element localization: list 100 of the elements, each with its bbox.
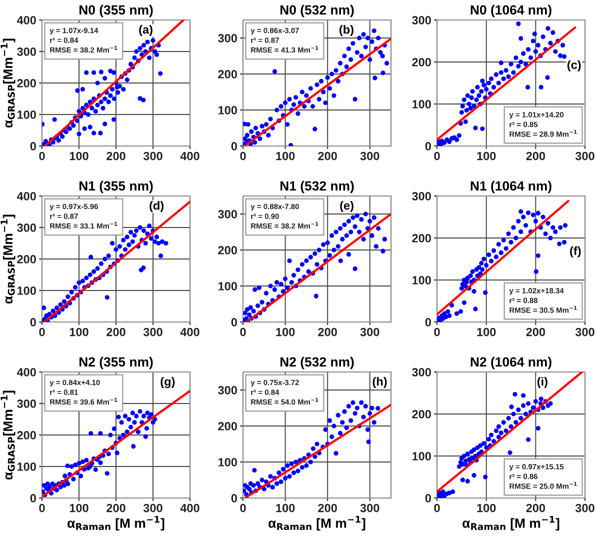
x-tick-label: 400 [180, 328, 200, 336]
x-tick-label: 300 [360, 152, 380, 160]
x-tick-label: 200 [106, 152, 126, 160]
x-tick-label: 100 [477, 152, 496, 160]
y-tick-label: 100 [412, 452, 431, 460]
chart-title: N2 (355 nm) [79, 356, 153, 370]
chart-title: N0 (1064 nm) [470, 4, 552, 18]
x-tick-label: 300 [143, 328, 162, 336]
x-tick-label: 0 [240, 328, 246, 336]
x-tick-label: 300 [143, 152, 162, 160]
x-tick-label: 100 [477, 504, 496, 512]
y-tick-label: 300 [218, 34, 237, 42]
x-tick-label: 200 [526, 504, 546, 512]
x-tick-label: 200 [526, 152, 546, 160]
x-axis-title: α$_{Raman}$ [M m$^{−1}$] [462, 516, 560, 530]
annotation: (h) [372, 377, 387, 388]
y-tick-label: 100 [17, 462, 36, 471]
chart-title: N1 (1064 nm) [470, 180, 552, 194]
y-tick-label: 100 [412, 100, 431, 108]
x-tick-label: 0 [39, 328, 45, 336]
x-tick-label: 300 [575, 152, 594, 160]
x-axis-title: α$_{Raman}$ [M m$^{−1}$] [68, 516, 164, 530]
y-tick-label: 100 [218, 282, 237, 290]
y-tick-label: 0 [231, 494, 237, 502]
y-tick-label: 100 [218, 458, 237, 466]
x-tick-label: 100 [276, 504, 295, 512]
chart-title: N0 (532 nm) [280, 4, 354, 18]
annotation: (d) [150, 201, 164, 212]
x-tick-label: 400 [180, 504, 200, 512]
y-tick-label: 300 [17, 224, 36, 232]
y-tick-label: 100 [17, 110, 36, 119]
y-tick-label: 0 [30, 494, 36, 502]
y-tick-label: 0 [30, 318, 36, 326]
x-tick-label: 100 [70, 504, 88, 512]
y-axis-title: α$_{GRASP}$[Mm$^{−1}$] [0, 214, 16, 304]
chart-title: N2 (532 nm) [280, 356, 354, 370]
x-tick-label: 0 [39, 504, 45, 512]
y-tick-label: 200 [17, 255, 36, 264]
y-tick-label: 0 [425, 494, 431, 502]
x-tick-label: 200 [526, 328, 546, 336]
x-tick-label: 0 [240, 152, 246, 160]
y-tick-label: 300 [412, 368, 431, 376]
y-tick-label: 200 [218, 70, 237, 78]
x-tick-label: 0 [434, 504, 440, 512]
y-tick-label: 100 [218, 106, 237, 114]
annotation: (f) [570, 246, 581, 258]
x-tick-label: 300 [143, 504, 162, 512]
annotation: (a) [139, 25, 152, 36]
x-tick-label: 200 [318, 152, 337, 160]
y-tick-label: 300 [218, 386, 237, 394]
y-tick-label: 300 [412, 192, 431, 200]
y-tick-label: 0 [425, 142, 431, 150]
y-tick-label: 200 [412, 410, 431, 418]
chart-title: N1 (532 nm) [280, 180, 354, 194]
x-tick-label: 100 [276, 328, 295, 336]
annotation: (b) [340, 25, 354, 36]
y-tick-label: 0 [30, 142, 36, 150]
y-tick-label: 100 [17, 286, 36, 295]
x-tick-label: 200 [106, 328, 126, 336]
y-tick-label: 400 [16, 16, 36, 24]
annotation: (g) [160, 377, 175, 388]
annotation: (c) [567, 60, 581, 72]
x-tick-label: 0 [39, 152, 45, 160]
x-tick-label: 0 [434, 152, 440, 160]
x-tick-label: 200 [106, 504, 126, 512]
y-tick-label: 0 [231, 318, 237, 326]
y-tick-label: 200 [17, 431, 36, 440]
chart-title: N1 (355 nm) [79, 180, 153, 194]
y-tick-label: 0 [425, 318, 431, 326]
x-tick-label: 300 [360, 504, 380, 512]
x-tick-label: 300 [360, 328, 380, 336]
x-tick-label: 200 [318, 504, 337, 512]
y-tick-label: 200 [17, 79, 36, 88]
y-tick-label: 200 [218, 422, 237, 430]
x-tick-label: 100 [477, 328, 496, 336]
y-tick-label: 200 [412, 234, 431, 242]
y-tick-label: 200 [412, 58, 431, 66]
y-tick-label: 200 [218, 246, 237, 254]
y-tick-label: 0 [231, 142, 237, 150]
chart-title: N0 (355 nm) [79, 4, 153, 18]
x-tick-label: 0 [434, 328, 440, 336]
y-axis-title: α$_{GRASP}$[Mm$^{−1}$] [0, 38, 16, 128]
x-tick-label: 300 [575, 504, 594, 512]
y-tick-label: 400 [16, 368, 36, 376]
x-tick-label: 0 [240, 504, 246, 512]
y-tick-label: 400 [16, 192, 36, 200]
y-tick-label: 100 [412, 276, 431, 284]
chart-title: N2 (1064 nm) [470, 356, 552, 370]
x-tick-label: 100 [70, 328, 88, 336]
x-tick-label: 200 [318, 328, 337, 336]
x-axis-title: α$_{Raman}$ [M m$^{−1}$] [268, 516, 366, 530]
y-tick-label: 300 [412, 16, 431, 24]
x-tick-label: 300 [575, 328, 594, 336]
y-tick-label: 300 [218, 210, 237, 218]
x-tick-label: 400 [180, 152, 200, 160]
x-tick-label: 100 [70, 152, 88, 160]
y-tick-label: 300 [17, 400, 36, 408]
y-axis-title: α$_{GRASP}$[Mm$^{−1}$] [0, 390, 16, 480]
annotation: (e) [340, 201, 354, 212]
x-tick-label: 100 [276, 152, 295, 160]
